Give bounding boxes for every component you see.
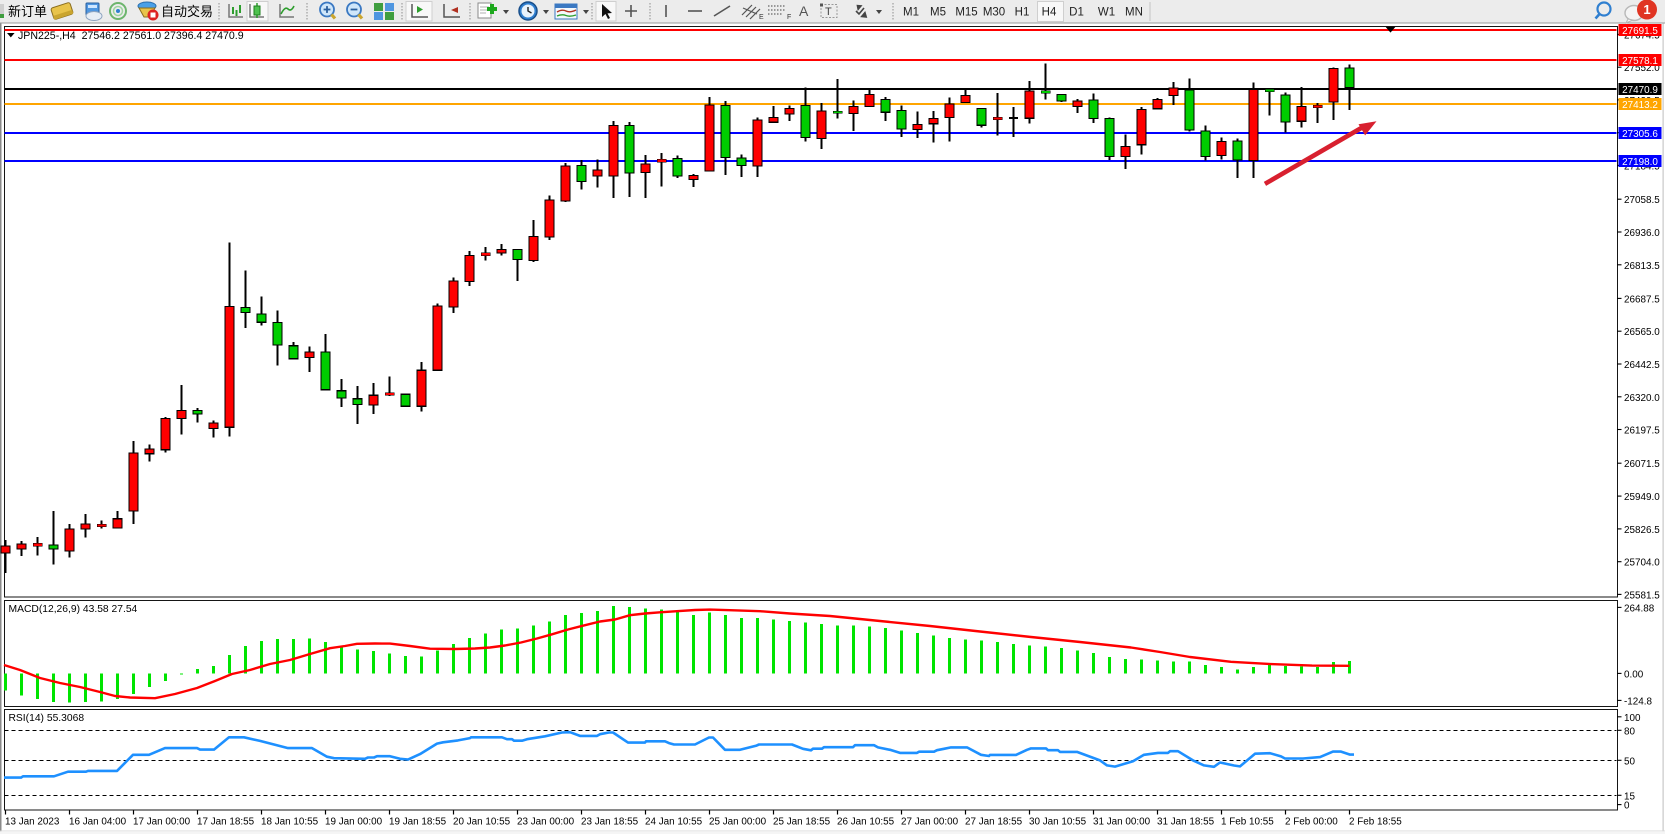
svg-text:F: F [787, 14, 791, 21]
svg-text:26687.5: 26687.5 [1624, 294, 1660, 305]
svg-text:26936.0: 26936.0 [1624, 228, 1660, 239]
svg-text:100: 100 [1624, 713, 1641, 724]
svg-text:H4: H4 [1042, 7, 1057, 19]
svg-text:25 Jan 18:55: 25 Jan 18:55 [773, 817, 831, 828]
svg-text:50: 50 [1624, 756, 1635, 767]
svg-text:M15: M15 [955, 7, 977, 19]
svg-text:20 Jan 10:55: 20 Jan 10:55 [453, 817, 511, 828]
svg-text:新订单: 新订单 [8, 4, 47, 19]
svg-text:23 Jan 18:55: 23 Jan 18:55 [581, 817, 639, 828]
svg-text:26 Jan 10:55: 26 Jan 10:55 [837, 817, 895, 828]
svg-text:27 Jan 00:00: 27 Jan 00:00 [901, 817, 959, 828]
svg-text:D1: D1 [1069, 7, 1084, 19]
svg-text:27691.5: 27691.5 [1622, 26, 1658, 37]
svg-text:MACD(12,26,9) 43.58 27.54: MACD(12,26,9) 43.58 27.54 [9, 604, 138, 615]
svg-text:E: E [759, 14, 764, 21]
svg-text:16 Jan 04:00: 16 Jan 04:00 [69, 817, 127, 828]
svg-text:30 Jan 10:55: 30 Jan 10:55 [1029, 817, 1087, 828]
svg-text:25704.0: 25704.0 [1624, 558, 1660, 569]
svg-text:0: 0 [1624, 801, 1630, 812]
svg-text:25826.5: 25826.5 [1624, 525, 1660, 536]
svg-text:27305.6: 27305.6 [1622, 129, 1658, 140]
svg-text:-124.8: -124.8 [1624, 696, 1653, 707]
svg-text:17 Jan 00:00: 17 Jan 00:00 [133, 817, 191, 828]
svg-text:A: A [799, 3, 809, 19]
svg-text:MN: MN [1125, 7, 1143, 19]
svg-text:M30: M30 [983, 7, 1005, 19]
svg-text:1: 1 [1643, 2, 1650, 17]
svg-text:27470.9: 27470.9 [1622, 85, 1658, 96]
svg-text:19 Jan 18:55: 19 Jan 18:55 [389, 817, 447, 828]
svg-text:1 Feb 10:55: 1 Feb 10:55 [1221, 817, 1274, 828]
svg-text:26071.5: 26071.5 [1624, 459, 1660, 470]
svg-text:31 Jan 00:00: 31 Jan 00:00 [1093, 817, 1151, 828]
svg-text:0.00: 0.00 [1624, 669, 1644, 680]
svg-text:26813.5: 26813.5 [1624, 261, 1660, 272]
svg-text:T: T [825, 6, 832, 18]
svg-text:264.88: 264.88 [1624, 603, 1655, 614]
svg-text:26442.5: 26442.5 [1624, 360, 1660, 371]
svg-text:2 Feb 18:55: 2 Feb 18:55 [1349, 817, 1402, 828]
svg-text:26565.0: 26565.0 [1624, 327, 1660, 338]
svg-text:M5: M5 [930, 7, 946, 19]
svg-text:27413.2: 27413.2 [1622, 100, 1658, 111]
svg-text:17 Jan 18:55: 17 Jan 18:55 [197, 817, 255, 828]
svg-text:RSI(14) 55.3068: RSI(14) 55.3068 [9, 713, 85, 724]
svg-text:19 Jan 00:00: 19 Jan 00:00 [325, 817, 383, 828]
svg-text:15: 15 [1624, 791, 1635, 802]
svg-text:27578.1: 27578.1 [1622, 56, 1658, 67]
svg-text:自动交易: 自动交易 [161, 4, 213, 19]
svg-text:25581.5: 25581.5 [1624, 590, 1660, 601]
svg-text:25949.0: 25949.0 [1624, 492, 1660, 503]
svg-text:27 Jan 18:55: 27 Jan 18:55 [965, 817, 1023, 828]
svg-text:18 Jan 10:55: 18 Jan 10:55 [261, 817, 319, 828]
svg-text:JPN225-,H4 27546.2 27561.0 27: JPN225-,H4 27546.2 27561.0 27396.4 27470… [18, 30, 244, 42]
svg-text:27552.0: 27552.0 [1624, 63, 1660, 74]
svg-text:23 Jan 00:00: 23 Jan 00:00 [517, 817, 575, 828]
svg-text:27058.5: 27058.5 [1624, 195, 1660, 206]
svg-text:M1: M1 [903, 7, 919, 19]
svg-text:31 Jan 18:55: 31 Jan 18:55 [1157, 817, 1215, 828]
svg-text:27198.0: 27198.0 [1622, 157, 1658, 168]
svg-text:24 Jan 10:55: 24 Jan 10:55 [645, 817, 703, 828]
svg-text:2 Feb 00:00: 2 Feb 00:00 [1285, 817, 1338, 828]
svg-text:W1: W1 [1098, 7, 1115, 19]
svg-text:26197.5: 26197.5 [1624, 426, 1660, 437]
svg-text:80: 80 [1624, 726, 1635, 737]
svg-text:H1: H1 [1015, 7, 1030, 19]
svg-text:25 Jan 00:00: 25 Jan 00:00 [709, 817, 767, 828]
svg-text:13 Jan 2023: 13 Jan 2023 [5, 817, 60, 828]
svg-text:26320.0: 26320.0 [1624, 393, 1660, 404]
